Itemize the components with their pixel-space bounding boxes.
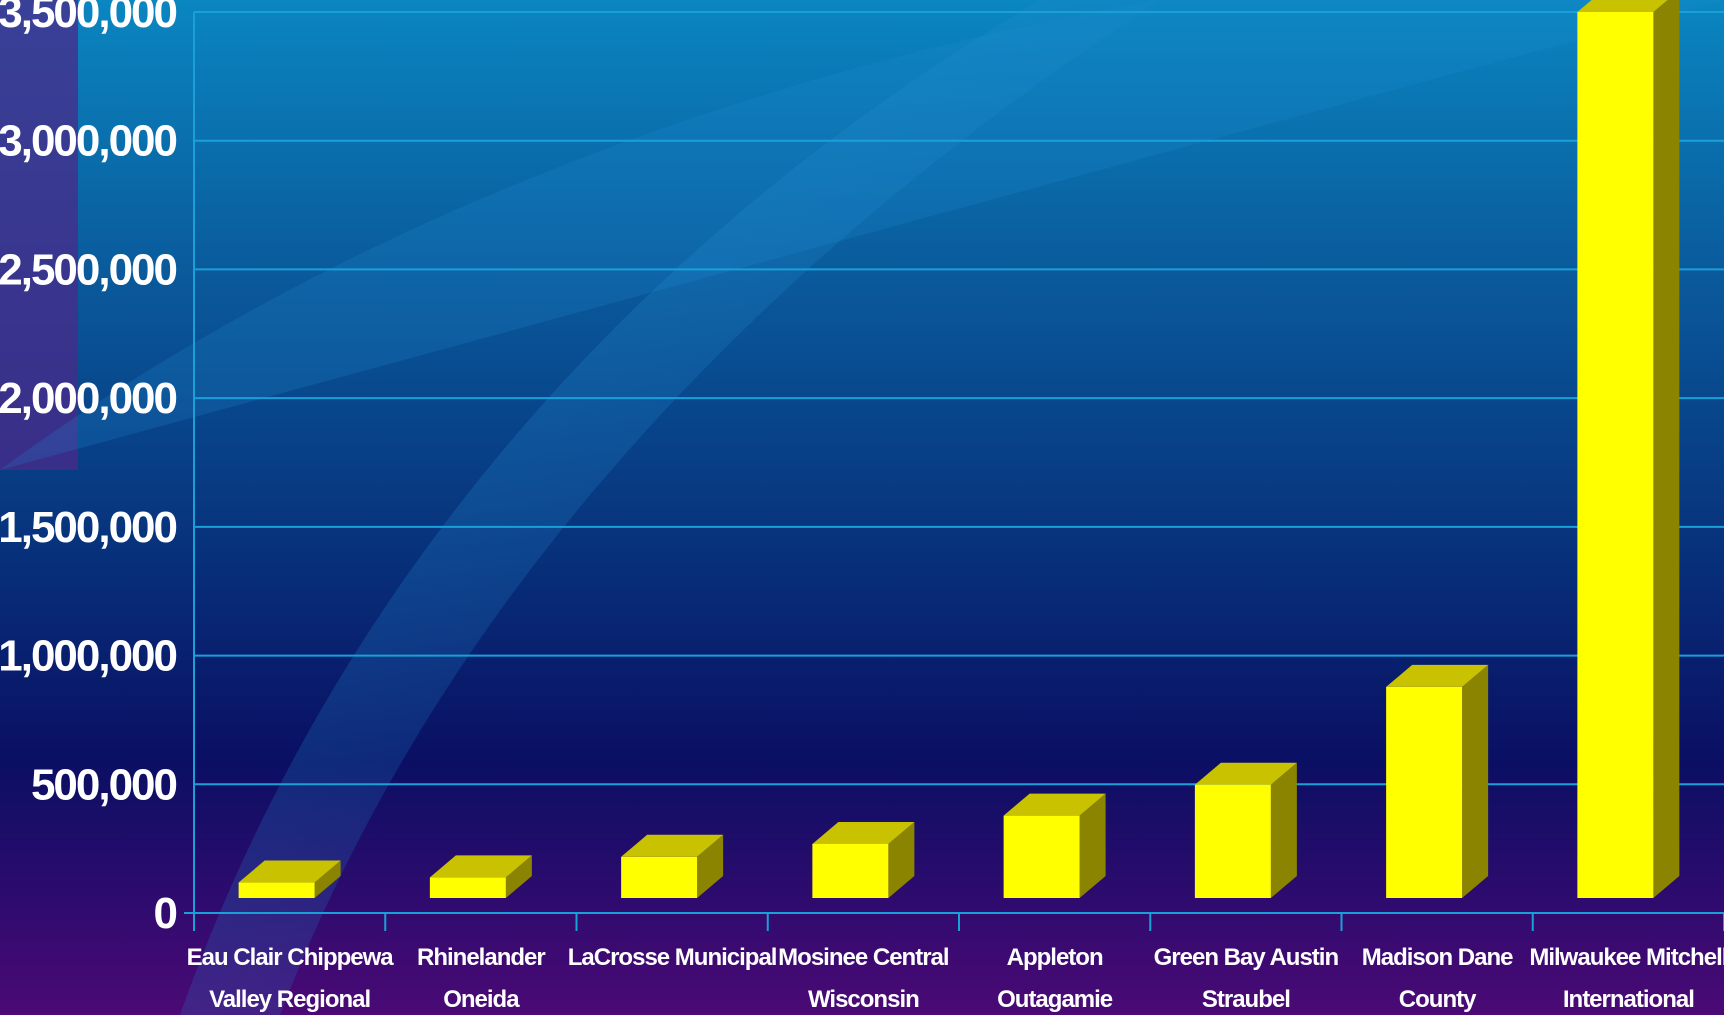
bar (429, 855, 532, 898)
x-category-label: Outagamie (997, 986, 1113, 1013)
bar (1386, 664, 1489, 898)
bar (1194, 762, 1297, 898)
bar (1003, 793, 1106, 898)
bar-side (1462, 664, 1489, 898)
bar-front (1194, 784, 1271, 898)
bar-front (429, 877, 506, 898)
x-category-label: Straubel (1202, 986, 1290, 1013)
bars (238, 0, 1680, 898)
x-category-label: International (1563, 986, 1694, 1013)
bar-front (812, 843, 889, 898)
bar-top (1577, 0, 1668, 12)
x-category-label: Wisconsin (808, 986, 919, 1013)
x-category-label: LaCrosse Municipal (568, 944, 777, 971)
y-tick-label: 1,500,000 (0, 503, 177, 552)
upper-swoosh (0, 0, 1724, 470)
bar-top (1003, 793, 1106, 816)
bar (1577, 0, 1680, 898)
x-category-label: Green Bay Austin (1154, 944, 1339, 971)
bar-side (888, 821, 915, 898)
bar-side (697, 834, 724, 898)
bar-top (1386, 664, 1489, 687)
x-category-label: Oneida (443, 986, 520, 1013)
bar-top (812, 821, 915, 844)
y-tick-label: 3,500,000 (0, 0, 177, 37)
y-tick-label: 0 (154, 889, 177, 938)
bar-front (238, 882, 315, 898)
left-accent-band (0, 0, 78, 470)
bar-side (1653, 0, 1680, 898)
x-category-label: Appleton (1007, 944, 1103, 971)
bar-top (238, 860, 341, 883)
y-axis: 0 500,000 1,000,000 1,500,000 2,000,000 2,500… (0, 0, 195, 938)
bar-front (621, 856, 698, 898)
y-tick-label: 1,000,000 (0, 632, 177, 681)
x-category-label: Valley Regional (209, 986, 370, 1013)
x-category-label: Milwaukee Mitchell (1529, 944, 1724, 971)
bar-side (314, 860, 341, 898)
x-category-label: Rhinelander (417, 944, 545, 971)
y-tick-label: 500,000 (31, 760, 177, 809)
bar (238, 860, 341, 898)
bar-side (1270, 762, 1297, 898)
bar-side (505, 855, 532, 898)
bar-top (621, 834, 724, 857)
y-tick-label: 2,000,000 (0, 374, 177, 423)
x-category-label: Madison Dane (1362, 944, 1513, 971)
bar (621, 834, 724, 898)
y-tick-label: 3,000,000 (0, 117, 177, 166)
x-category-label: County (1399, 986, 1477, 1013)
bar-top (1194, 762, 1297, 785)
x-axis (184, 912, 1724, 931)
bar-top (429, 855, 532, 878)
x-category-label: Eau Clair Chippewa (187, 944, 395, 971)
bar-side (1079, 793, 1106, 898)
x-category-label: Mosinee Central (778, 944, 948, 971)
x-axis-labels: Eau Clair Chippewa Valley Regional Rhinela… (187, 944, 1724, 1013)
bar (812, 821, 915, 898)
bar-front (1003, 815, 1080, 898)
bar-front (1386, 686, 1463, 898)
bar-front (1577, 12, 1654, 898)
y-tick-label: 2,500,000 (0, 245, 177, 294)
